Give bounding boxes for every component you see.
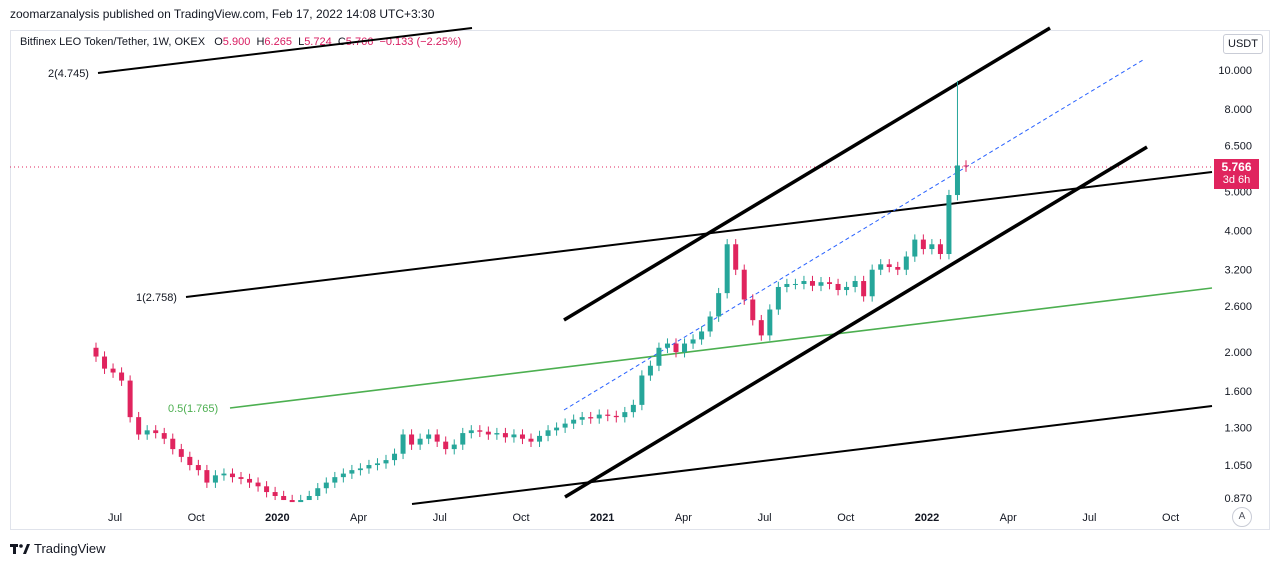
- auto-scale-button[interactable]: A: [1232, 507, 1252, 527]
- tradingview-logo-icon: [10, 543, 30, 554]
- low-value: 5.724: [304, 36, 332, 48]
- high-value: 6.265: [264, 36, 292, 48]
- symbol-legend: Bitfinex LEO Token/Tether, 1W, OKEX O5.9…: [20, 36, 461, 48]
- brand-name: TradingView: [34, 541, 106, 556]
- close-value: 5.766: [345, 36, 374, 48]
- last-price-tag: 5.766 3d 6h: [1214, 159, 1259, 189]
- open-value: 5.900: [222, 36, 251, 48]
- chart-frame[interactable]: [10, 30, 1270, 530]
- change-value: −0.133 (−2.25%): [379, 36, 462, 48]
- last-price-value: 5.766: [1221, 160, 1252, 174]
- publisher-caption: zoomarzanalysis published on TradingView…: [10, 7, 435, 21]
- currency-button[interactable]: USDT: [1223, 34, 1263, 54]
- footer-brand: TradingView: [10, 541, 106, 556]
- bar-countdown: 3d 6h: [1222, 174, 1251, 186]
- symbol-name: Bitfinex LEO Token/Tether, 1W, OKEX: [20, 36, 206, 48]
- open-label: O: [214, 36, 223, 48]
- close-label: C: [337, 36, 346, 48]
